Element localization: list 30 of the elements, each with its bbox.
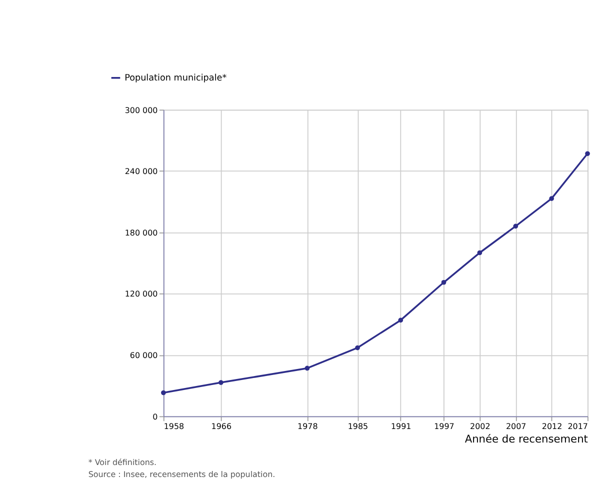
x-tick-label: 1978 [298, 422, 318, 432]
text: * Voir définitions. [88, 458, 157, 467]
source-note: Source : Insee, recensements de la population. [88, 470, 276, 480]
x-tick-label: 1958 [164, 422, 184, 432]
x-tick-label: 1985 [348, 422, 368, 432]
point [218, 380, 224, 385]
point [161, 390, 166, 396]
x-tick-label: 1997 [434, 422, 454, 432]
legend-label: Population municipale* [124, 74, 228, 84]
y-tick-label: 120 000 [124, 290, 158, 299]
point [513, 224, 518, 229]
y-tick-label: 240 000 [124, 167, 158, 176]
x-axis-title: Année de recensement [464, 433, 588, 446]
x-tick-label: 2002 [470, 422, 490, 432]
point [355, 345, 360, 350]
x-tick-label: 2007 [506, 422, 526, 432]
y-tick-label: 60 000 [130, 351, 158, 360]
point [441, 280, 446, 285]
x-tick-label: 2012 [542, 422, 562, 432]
x-tick-label: 1966 [211, 422, 232, 432]
y-tick-label: 300 000 [124, 106, 158, 115]
point [304, 366, 310, 371]
point [549, 196, 554, 202]
x-tick-label: 1991 [390, 422, 412, 432]
y-tick-label: 180 000 [124, 228, 158, 238]
x-tick-label: 2017 [568, 422, 588, 432]
point [477, 250, 482, 256]
y-tick-label: 0 [152, 412, 158, 422]
point [585, 151, 590, 156]
point [398, 318, 404, 323]
